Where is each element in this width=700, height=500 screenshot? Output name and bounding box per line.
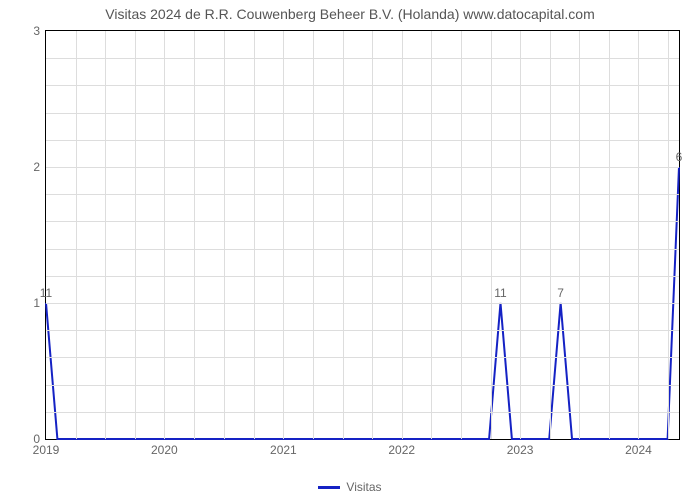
grid-line-h-minor bbox=[46, 221, 679, 222]
grid-line-h-minor bbox=[46, 194, 679, 195]
grid-line-v bbox=[520, 31, 521, 439]
x-tick-label: 2019 bbox=[26, 443, 66, 457]
grid-line-h bbox=[46, 303, 679, 304]
grid-line-h-minor bbox=[46, 357, 679, 358]
y-tick-label: 3 bbox=[10, 24, 40, 38]
grid-line-v bbox=[402, 31, 403, 439]
grid-line-v-minor bbox=[609, 31, 610, 439]
data-point-label: 6 bbox=[676, 150, 683, 164]
grid-line-v bbox=[164, 31, 165, 439]
grid-line-h-minor bbox=[46, 58, 679, 59]
grid-line-h-minor bbox=[46, 140, 679, 141]
grid-line-h-minor bbox=[46, 85, 679, 86]
data-point-label: 7 bbox=[557, 286, 564, 300]
grid-line-v-minor bbox=[491, 31, 492, 439]
line-series bbox=[46, 31, 679, 439]
x-tick-label: 2022 bbox=[382, 443, 422, 457]
grid-line-v-minor bbox=[105, 31, 106, 439]
legend-swatch bbox=[318, 486, 340, 489]
grid-line-v-minor bbox=[461, 31, 462, 439]
grid-line-h-minor bbox=[46, 385, 679, 386]
grid-line-v bbox=[283, 31, 284, 439]
grid-line-h-minor bbox=[46, 113, 679, 114]
grid-line-v-minor bbox=[431, 31, 432, 439]
data-point-label: 11 bbox=[40, 286, 52, 300]
legend-label: Visitas bbox=[346, 480, 381, 494]
y-tick-label: 2 bbox=[10, 160, 40, 174]
legend: Visitas bbox=[0, 480, 700, 494]
grid-line-v-minor bbox=[343, 31, 344, 439]
grid-line-v bbox=[638, 31, 639, 439]
grid-line-v-minor bbox=[224, 31, 225, 439]
grid-line-h-minor bbox=[46, 412, 679, 413]
grid-line-v-minor bbox=[313, 31, 314, 439]
chart-container: Visitas 2024 de R.R. Couwenberg Beheer B… bbox=[0, 0, 700, 500]
grid-line-h-minor bbox=[46, 276, 679, 277]
grid-line-h-minor bbox=[46, 330, 679, 331]
grid-line-v-minor bbox=[550, 31, 551, 439]
x-tick-label: 2020 bbox=[144, 443, 184, 457]
grid-line-v-minor bbox=[194, 31, 195, 439]
x-tick-label: 2021 bbox=[263, 443, 303, 457]
grid-line-h bbox=[46, 167, 679, 168]
grid-line-v-minor bbox=[372, 31, 373, 439]
grid-line-v-minor bbox=[668, 31, 669, 439]
grid-line-v-minor bbox=[254, 31, 255, 439]
grid-line-v-minor bbox=[579, 31, 580, 439]
grid-line-h-minor bbox=[46, 249, 679, 250]
plot-area bbox=[45, 30, 680, 440]
chart-title: Visitas 2024 de R.R. Couwenberg Beheer B… bbox=[0, 6, 700, 22]
grid-line-v-minor bbox=[135, 31, 136, 439]
y-tick-label: 1 bbox=[10, 296, 40, 310]
x-tick-label: 2024 bbox=[618, 443, 658, 457]
x-tick-label: 2023 bbox=[500, 443, 540, 457]
grid-line-v-minor bbox=[76, 31, 77, 439]
data-point-label: 11 bbox=[494, 286, 506, 300]
